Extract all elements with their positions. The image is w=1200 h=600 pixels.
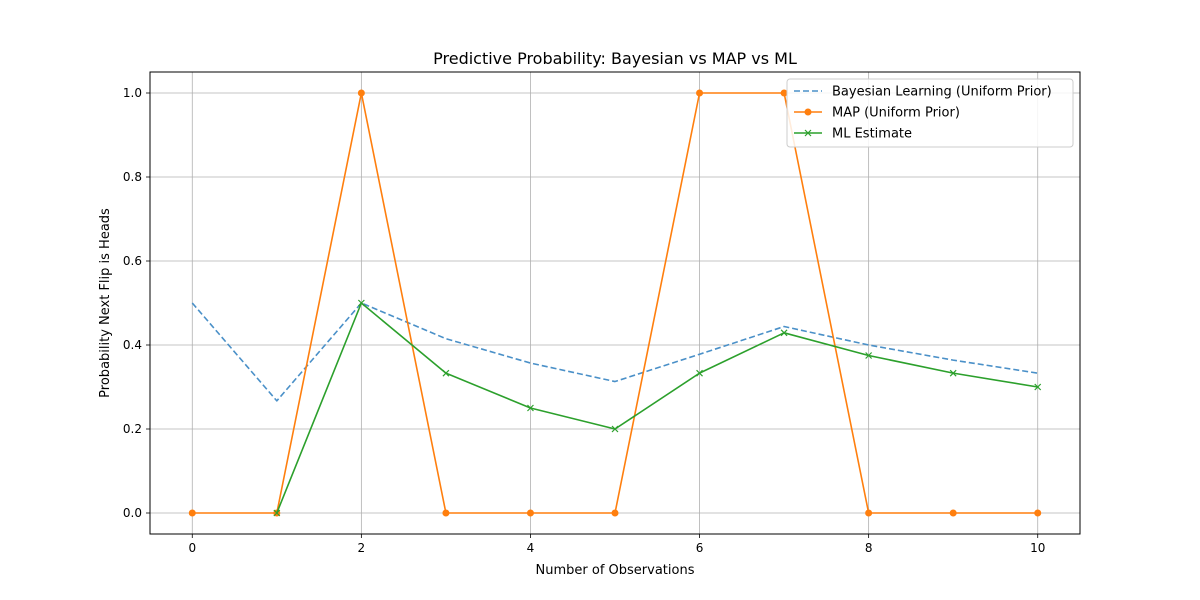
series-3-point-stroke [949,369,957,377]
y-tick-label: 0.8 [123,170,142,184]
series-3-point-stroke [780,329,788,337]
series-2-point [611,509,619,517]
series-3-point [527,404,534,412]
series-2-point [188,509,196,517]
series-line-3 [276,302,1038,514]
y-tick-label: 0.2 [123,422,142,436]
legend-label: MAP (Uniform Prior) [832,106,960,121]
series-3-point-stroke [611,425,619,433]
legend-marker [804,108,812,116]
series-2-point [865,509,873,517]
series-2-point [696,89,704,97]
legend: Bayesian Learning (Uniform Prior) MAP (Un… [786,78,1074,148]
series-3-point [273,509,281,517]
chart-title: Predictive Probability: Bayesian vs MAP … [433,49,797,68]
series-3-point [611,425,619,433]
legend-label: Bayesian Learning (Uniform Prior) [832,85,1052,100]
legend-box [786,78,1074,148]
series-2-point [442,509,450,517]
x-tick-label: 2 [358,541,366,555]
x-tick-label: 8 [865,541,873,555]
series-2-point [1034,509,1042,517]
series-3-point-stroke [527,404,534,412]
series-3-point [949,369,957,377]
series-layer [188,89,1042,517]
y-axis-label: Probability Next Flip is Heads [98,208,113,398]
plot-frame [149,71,1081,535]
legend-entry-2: MAP (Uniform Prior) [794,106,960,121]
series-3-point-stroke [1034,383,1042,391]
x-tick-label: 0 [188,541,196,555]
series-3-point-stroke [442,369,450,377]
x-tick-label: 4 [527,541,535,555]
series-3-point-stroke [273,509,281,517]
y-tick-label: 0.0 [123,506,142,520]
series-2-point [526,509,534,517]
y-tick-label: 0.4 [123,338,142,352]
series-3-point [865,352,873,359]
x-axis-label: Number of Observations [536,563,695,578]
series-3-point [1034,383,1042,391]
series-3-point-stroke [865,352,873,359]
legend-entry-1: Bayesian Learning (Uniform Prior) [794,85,1052,100]
legend-marker-stroke [804,129,812,137]
series-2-point [949,509,957,517]
series-line-1 [191,302,1038,402]
series-3-point [696,369,703,377]
legend-entry-3: ML Estimate [794,127,912,142]
legend-label: ML Estimate [832,127,912,142]
series-3-point [780,329,788,337]
series-line-2 [192,92,1038,514]
series-3-point-stroke [696,369,703,377]
x-tick-label: 6 [696,541,704,555]
y-tick-label: 1.0 [123,86,142,100]
legend-marker [804,129,812,137]
series-3-point-stroke [357,299,365,307]
series-3-point [442,369,450,377]
series-2-point [780,89,788,97]
grid [150,72,1080,534]
series-3-point [357,299,365,307]
ticks: 0 2 4 6 8 10 0.0 0.2 0.4 0.6 0.8 1.0 [123,86,1045,555]
y-tick-label: 0.6 [123,254,142,268]
x-tick-label: 10 [1030,541,1045,555]
series-2-point [357,89,365,97]
